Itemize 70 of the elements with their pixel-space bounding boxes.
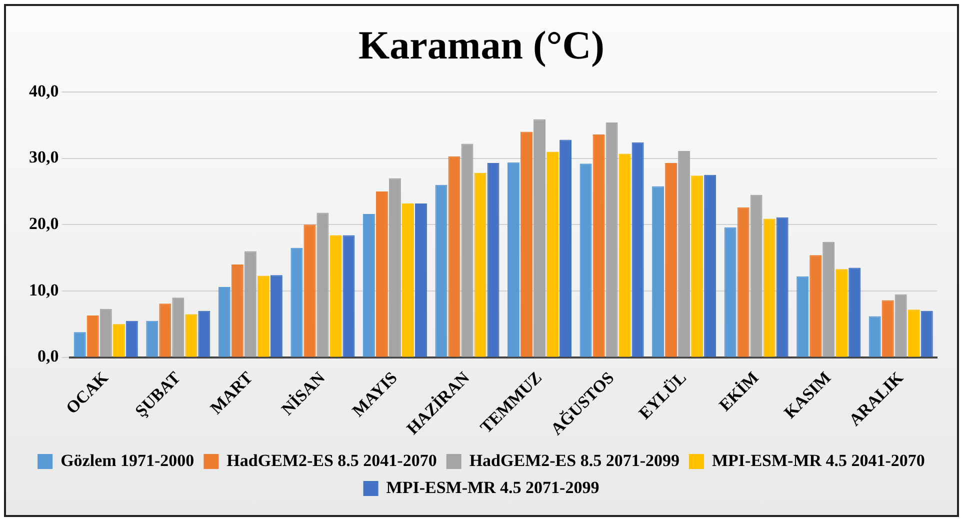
bar (737, 207, 750, 357)
bar (810, 255, 822, 357)
bar (580, 164, 592, 357)
legend-label: HadGEM2-ES 8.5 2071-2099 (469, 450, 680, 470)
bar (474, 172, 486, 357)
bar (185, 314, 198, 357)
bar (231, 264, 244, 357)
bar (606, 122, 618, 357)
bar (100, 308, 112, 357)
bar (836, 269, 848, 357)
y-tick-label: 40,0 (29, 81, 59, 100)
bar (560, 140, 572, 357)
bar (330, 235, 342, 357)
bar (534, 119, 546, 357)
y-tick-label: 10,0 (29, 280, 59, 300)
bar (908, 310, 920, 357)
bar (376, 192, 388, 357)
bar (652, 186, 664, 357)
bar (316, 212, 329, 357)
bar (704, 174, 716, 357)
bar (894, 294, 907, 357)
bar (86, 316, 99, 357)
bar (822, 242, 835, 357)
bar (448, 156, 460, 357)
bar (270, 275, 282, 357)
bar (435, 184, 448, 357)
bar (868, 316, 881, 357)
bar (882, 300, 894, 357)
bar (388, 178, 401, 357)
bar (112, 324, 125, 357)
bar (520, 132, 532, 357)
y-tick-label: 20,0 (29, 214, 59, 234)
bar (776, 217, 788, 357)
bar (763, 218, 776, 357)
bar (198, 310, 210, 357)
bar (796, 276, 809, 357)
legend-label: Gözlem 1971-2000 (60, 450, 194, 470)
bar (632, 142, 644, 357)
y-tick-label: 0,0 (38, 346, 59, 366)
bar (848, 268, 861, 357)
legend-label: MPI-ESM-MR 4.5 2071-2099 (386, 478, 600, 497)
bar (724, 227, 736, 357)
bar (487, 162, 500, 357)
bar (362, 214, 375, 357)
legend-label: MPI-ESM-MR 4.5 2041-2070 (712, 450, 925, 470)
bar (691, 176, 704, 357)
bar (146, 320, 158, 357)
bar (920, 310, 933, 357)
bar (415, 203, 427, 357)
bar (126, 320, 138, 357)
bar (402, 203, 414, 357)
bar (172, 298, 184, 357)
bar (750, 194, 762, 357)
bar (461, 144, 474, 357)
chart-title: Karaman (°C) (358, 22, 604, 68)
legend-label: HadGEM2-ES 8.5 2041-2070 (226, 450, 437, 470)
bar (74, 332, 86, 357)
bar (257, 276, 270, 357)
bar (159, 304, 172, 357)
bar (342, 235, 355, 357)
y-tick-label: 30,0 (29, 148, 59, 167)
bar (508, 162, 520, 357)
bar (618, 154, 631, 357)
bar (546, 152, 559, 357)
bar (665, 162, 678, 357)
bar (592, 134, 605, 357)
bar (218, 287, 230, 357)
bar (290, 248, 303, 357)
bar (304, 224, 316, 357)
bar (678, 151, 690, 357)
